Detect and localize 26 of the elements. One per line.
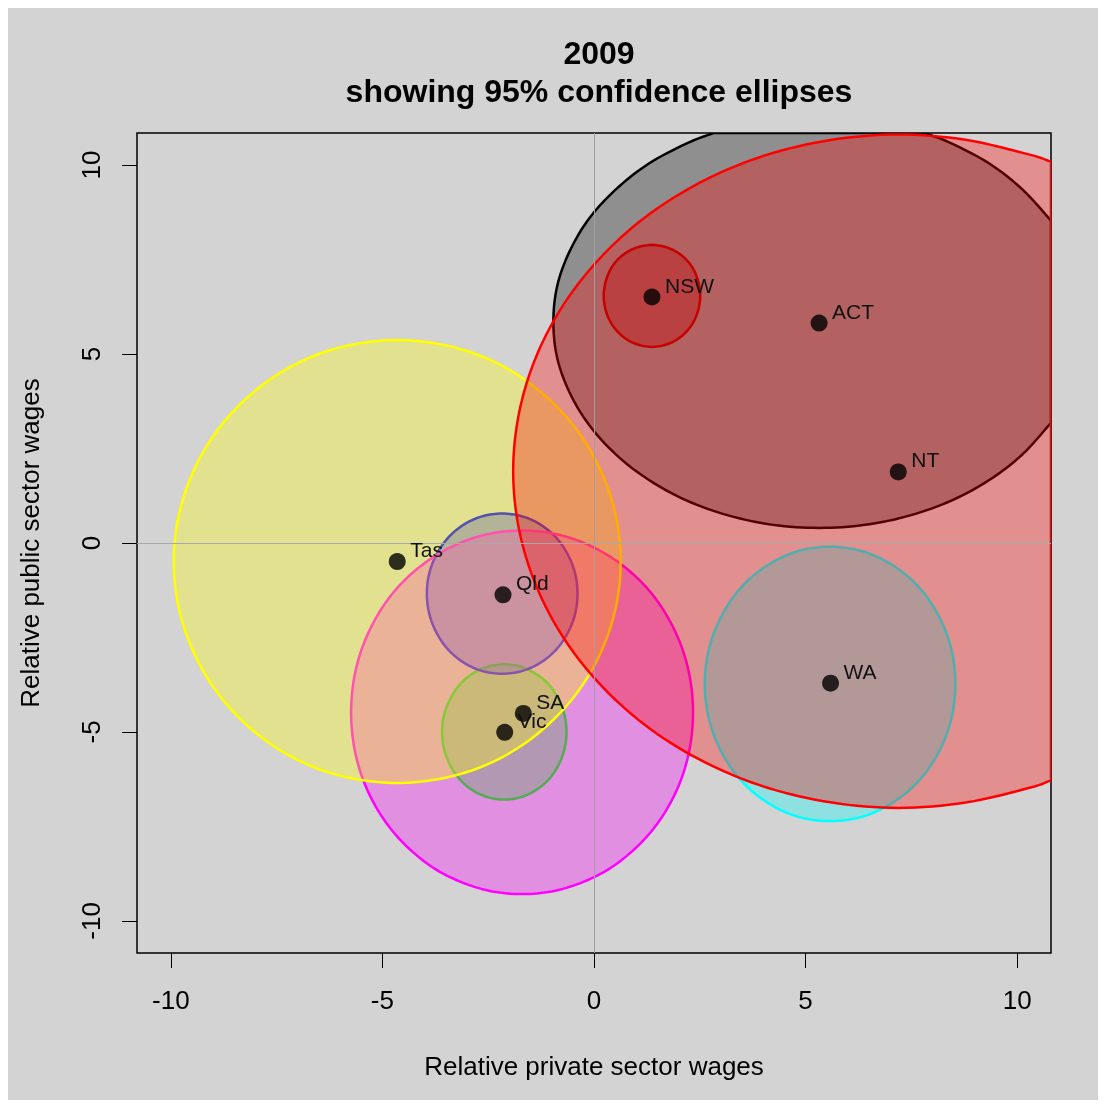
y-tick-label: 5 [76,346,106,362]
x-tick-label: 5 [798,985,813,1015]
point [388,553,406,571]
x-axis-title: Relative private sector wages [424,1051,764,1081]
x-tick-label: 0 [586,985,602,1015]
y-tick-label: -5 [76,720,106,744]
y-tick-label: -10 [76,902,106,940]
y-tick-label: 10 [76,150,106,180]
point [496,723,514,741]
point [822,674,840,692]
x-tick-label: -10 [152,985,190,1015]
point [643,288,661,306]
chart-title: 2009 [563,35,635,71]
y-axis-title: Relative public sector wages [15,378,45,708]
point [889,463,907,481]
annotation: NSW [664,273,715,297]
point [494,586,512,604]
annotation: WA [843,659,877,683]
chart-subtitle: showing 95% confidence ellipses [345,73,853,109]
annotation: NT [911,448,940,472]
x-tick-label: -5 [370,985,394,1015]
x-tick-label: 10 [1002,985,1032,1015]
annotation: ACT [832,299,875,323]
point [810,314,828,332]
annotation: SA [536,689,565,713]
y-tick-label: 0 [76,535,106,551]
